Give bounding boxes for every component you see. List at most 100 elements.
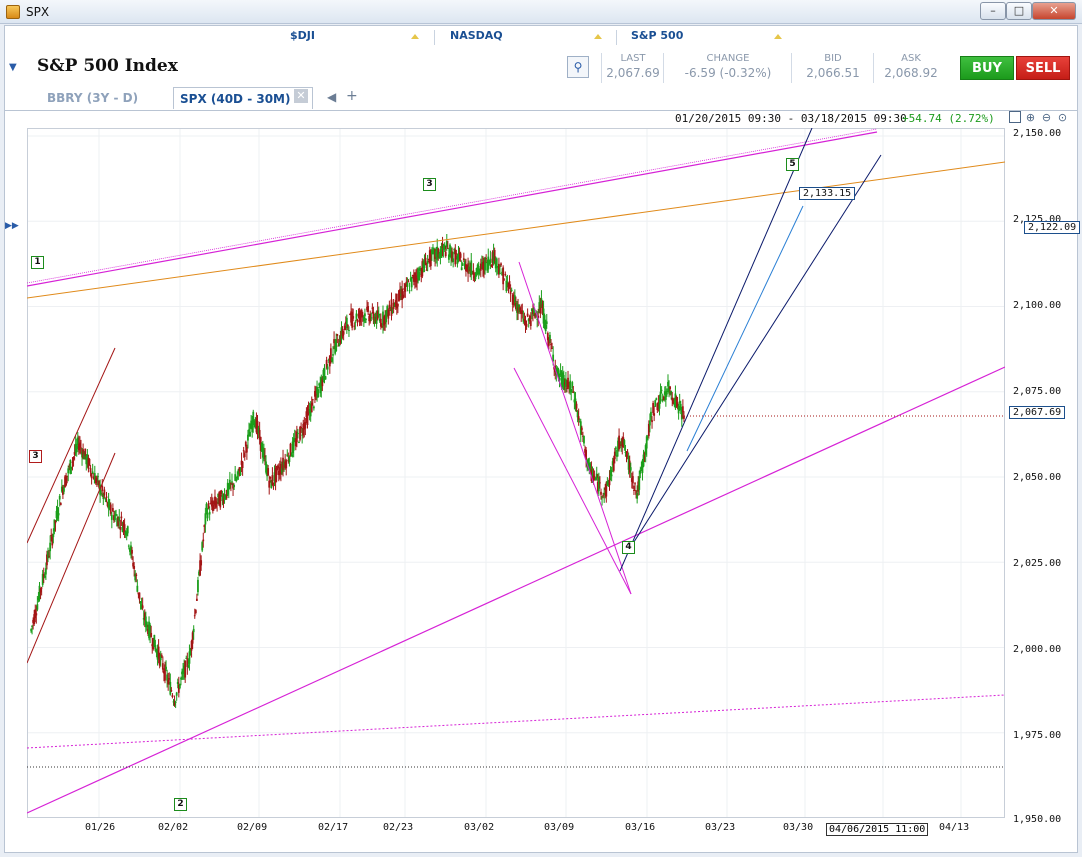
tab-close-icon[interactable]: ✕ <box>294 89 308 103</box>
zoom-reset-icon[interactable]: ⊙ <box>1057 111 1068 124</box>
candle-body <box>392 302 395 309</box>
candle-body <box>203 525 206 527</box>
candle-body <box>149 624 152 637</box>
candle-body <box>631 476 634 484</box>
maximize-button[interactable]: □ <box>1006 2 1032 20</box>
wave-label[interactable]: 3 <box>29 450 42 463</box>
candle-body <box>187 665 190 668</box>
chart-canvas[interactable] <box>27 128 1005 818</box>
wave-label[interactable]: 5 <box>786 158 799 171</box>
candle-body <box>474 276 477 280</box>
y-tick-label: 2,000.00 <box>1013 644 1062 655</box>
candle-body <box>138 592 141 600</box>
candle-body <box>270 480 273 489</box>
x-tick-label: 02/17 <box>318 822 349 833</box>
candle-body <box>119 527 122 530</box>
zoom-in-icon[interactable]: ⊕ <box>1025 111 1036 124</box>
candle-body <box>393 304 396 308</box>
candle-body <box>133 565 136 570</box>
candle-body <box>460 267 463 271</box>
ticker-sp500[interactable]: S&P 500 <box>631 29 684 42</box>
candle-body <box>450 248 452 259</box>
candle-body <box>227 485 230 490</box>
wave-label[interactable]: 4 <box>622 541 635 554</box>
candle-body <box>418 271 421 281</box>
candle-body <box>83 453 86 460</box>
candle-body <box>183 665 186 674</box>
candle-body <box>630 478 633 482</box>
candle-body <box>489 258 492 264</box>
candle-body <box>674 393 677 409</box>
candle-body <box>261 447 264 458</box>
buy-button[interactable]: BUY <box>960 56 1014 80</box>
candle-body <box>67 468 70 474</box>
side-panel-expand-icon[interactable]: ▶▶ <box>5 221 19 231</box>
wave-label[interactable]: 3 <box>423 178 436 191</box>
candle-body <box>403 288 406 291</box>
candle-body <box>465 263 467 272</box>
candle-body <box>599 482 601 484</box>
wave-label[interactable]: 2 <box>174 798 187 811</box>
candle-body <box>325 359 328 368</box>
candle-body <box>484 257 486 271</box>
candle-body <box>57 513 60 516</box>
candle-body <box>199 560 201 576</box>
price-chart[interactable] <box>27 128 1005 818</box>
candle-body <box>231 481 233 483</box>
candle-body <box>360 309 363 318</box>
candle-body <box>323 367 326 380</box>
y-tick-label: 2,125.00 <box>1013 214 1062 225</box>
candle-body <box>266 468 268 477</box>
candle-body <box>415 275 417 280</box>
candle-body <box>466 267 468 269</box>
candle-body <box>146 622 148 627</box>
candle-body <box>221 495 224 502</box>
candle-body <box>490 265 493 267</box>
candle-body <box>147 629 149 635</box>
quote-settings-icon[interactable]: ⚲ <box>567 56 589 78</box>
candle-body <box>341 328 344 337</box>
magenta-down-channel-lower <box>513 367 632 595</box>
zoom-out-icon[interactable]: ⊖ <box>1041 111 1052 124</box>
candle-body <box>311 399 314 401</box>
candle-body <box>677 406 680 414</box>
candle-body <box>400 294 402 296</box>
candle-body <box>153 634 156 647</box>
tab-spx[interactable]: SPX (40D - 30M) <box>173 87 313 109</box>
candle-body <box>248 429 250 431</box>
collapse-chevron-icon[interactable]: ▼ <box>9 62 17 73</box>
fit-icon[interactable] <box>1009 111 1021 123</box>
candle-body <box>144 616 147 628</box>
candle-body <box>273 472 276 482</box>
candle-body <box>628 460 631 473</box>
candle-body <box>600 491 602 495</box>
sell-button[interactable]: SELL <box>1016 56 1070 80</box>
close-button[interactable]: ✕ <box>1032 2 1076 20</box>
candle-body <box>353 325 356 327</box>
candle-body <box>286 454 289 457</box>
ticker-nasdaq[interactable]: NASDAQ <box>450 29 503 42</box>
tab-prev-icon[interactable]: ◀ <box>327 90 337 104</box>
candle-body <box>370 317 373 319</box>
candle-body <box>373 317 376 324</box>
candle-body <box>42 574 45 578</box>
candle-body <box>431 249 433 255</box>
candle-body <box>562 374 565 390</box>
candle-body <box>459 253 462 258</box>
bid-label: BID <box>824 53 842 64</box>
candle-body <box>433 248 435 255</box>
ticker-dji[interactable]: $DJI <box>290 29 315 42</box>
tab-add-icon[interactable]: + <box>346 88 358 104</box>
tab-bbry[interactable]: BBRY (3Y - D) <box>47 91 139 105</box>
candle-body <box>49 542 52 552</box>
minimize-button[interactable]: – <box>980 2 1006 20</box>
candle-body <box>297 432 299 435</box>
candle-body <box>118 517 121 522</box>
candle-body <box>48 556 50 558</box>
candle-body <box>375 311 378 324</box>
candle-body <box>536 318 539 320</box>
candle-body <box>80 447 82 449</box>
x-tick-label: 03/30 <box>783 822 814 833</box>
candle-body <box>505 280 508 292</box>
wave-label[interactable]: 1 <box>31 256 44 269</box>
